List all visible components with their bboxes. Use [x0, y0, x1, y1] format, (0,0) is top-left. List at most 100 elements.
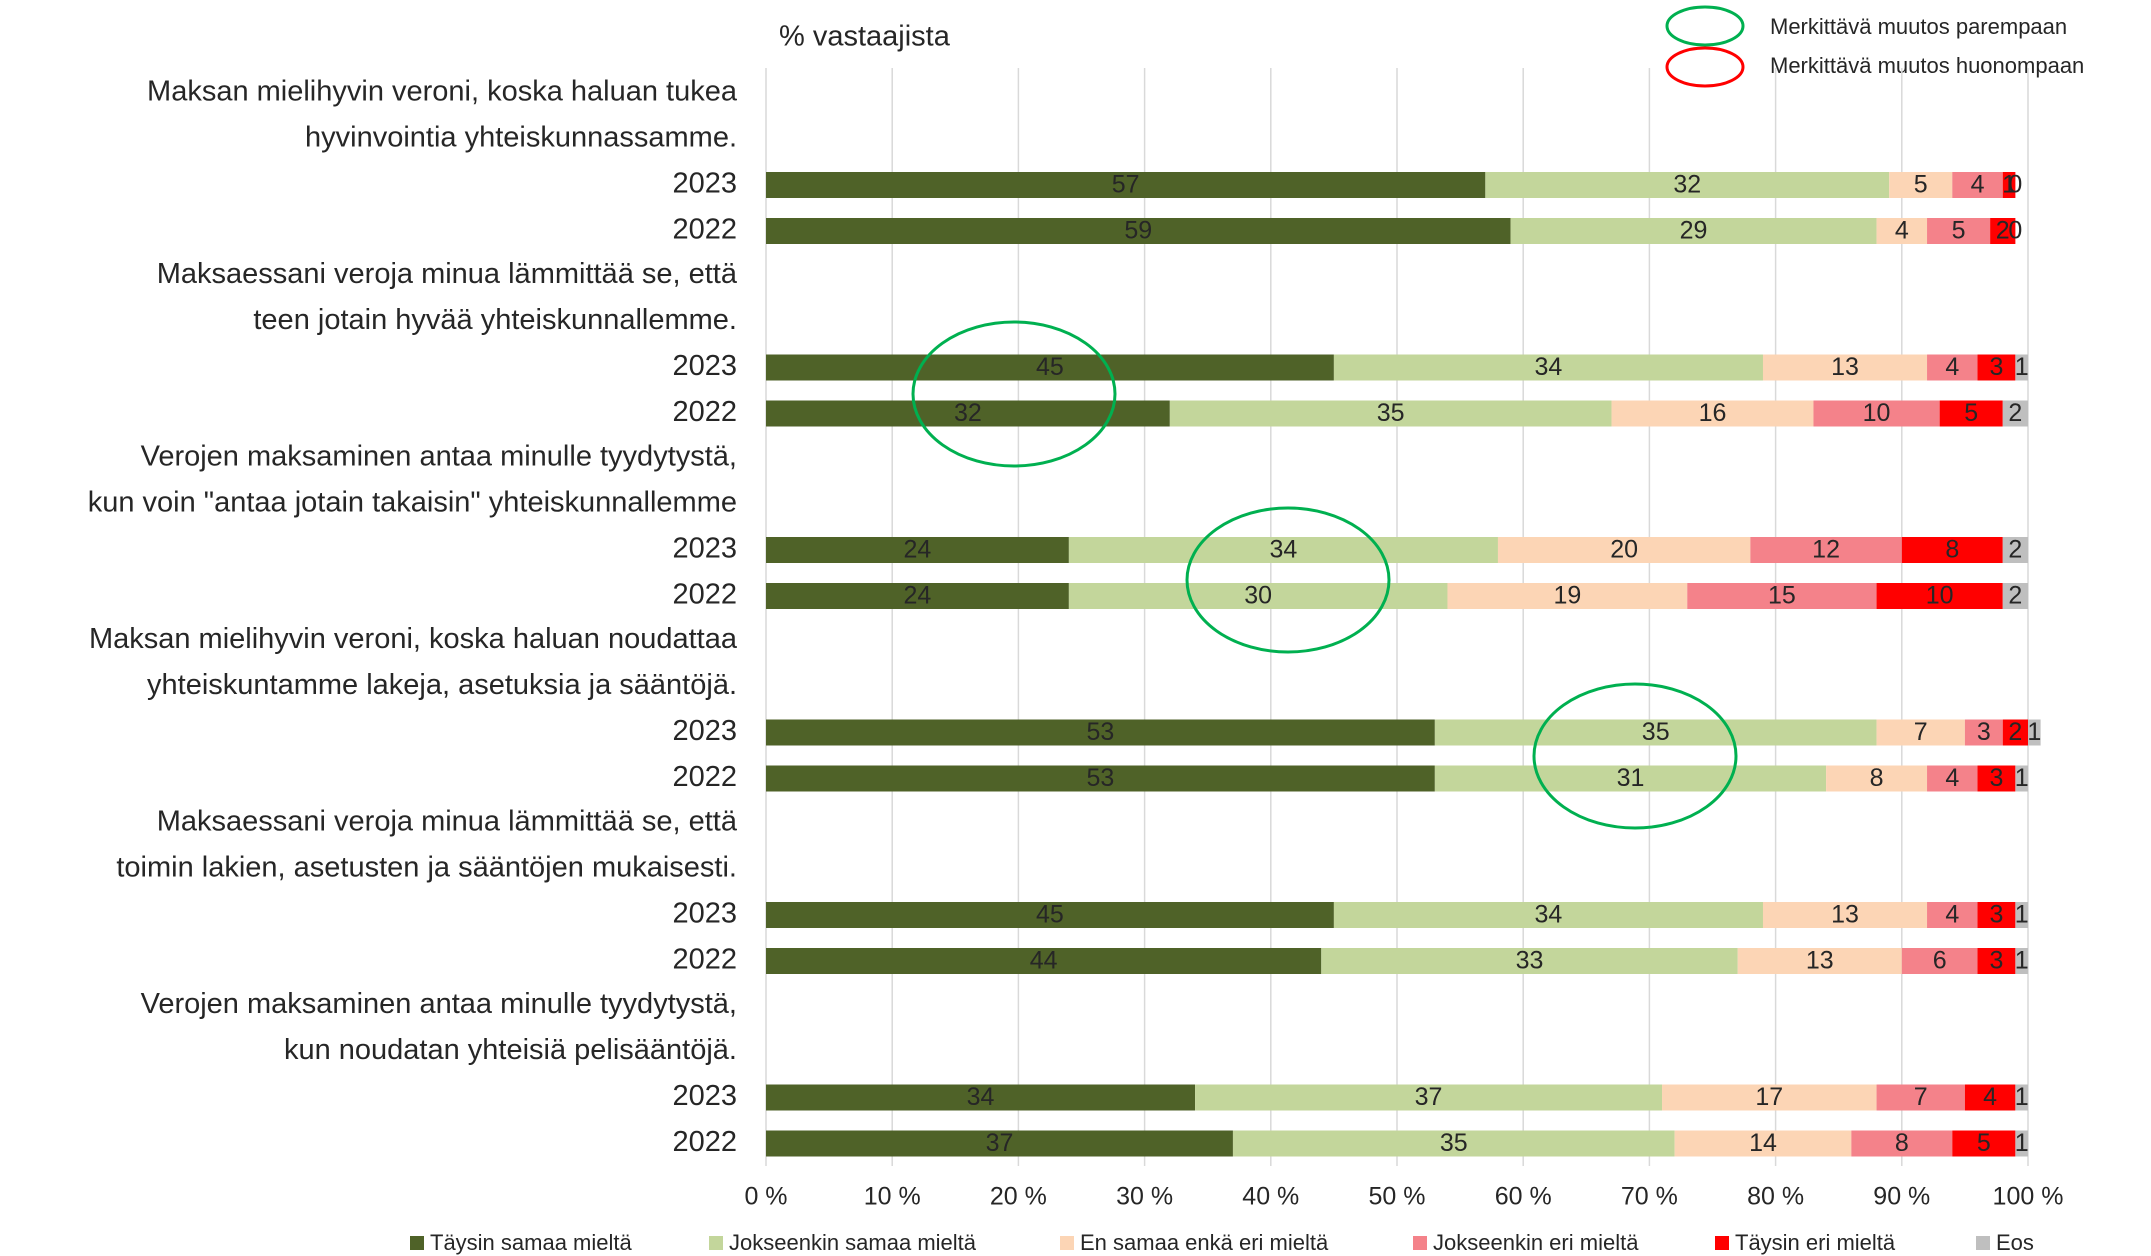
data-label: 12 [1812, 536, 1840, 564]
bar-segment [1964, 1084, 2016, 1111]
bar-segment [1964, 719, 2003, 746]
group-label: Maksaessani veroja minua lämmittää se, e… [157, 258, 738, 290]
annotation: Merkittävä muutos huonompaan [1770, 53, 2084, 78]
data-label: 32 [1673, 171, 1701, 199]
group-label: hyvinvointia yhteiskunnassamme. [305, 122, 737, 154]
data-label: 1 [2015, 764, 2029, 792]
data-label: 1 [2027, 718, 2041, 746]
legend-label: Eos [1996, 1230, 2034, 1255]
bar-segment [766, 1130, 1233, 1157]
bar-segment [766, 400, 1170, 427]
group-label: toimin lakien, asetusten ja sääntöjen mu… [116, 852, 737, 884]
legend-ellipse-red [1665, 46, 1745, 88]
bar-segment [2015, 354, 2028, 381]
x-tick-label: 100 % [1993, 1183, 2064, 1211]
bar-segment [1952, 1130, 2016, 1157]
bar-segment [1687, 583, 1877, 609]
data-label: 1 [2002, 171, 2016, 199]
group-label: Verojen maksaminen antaa minulle tyydyty… [141, 988, 737, 1020]
bar-segment [1927, 902, 1978, 928]
data-label: 37 [986, 1129, 1014, 1157]
bar-segment [1876, 218, 1928, 244]
data-label: 3 [1989, 353, 2003, 381]
bar-segment [1876, 719, 1965, 746]
y-tick-label: 2022 [672, 944, 737, 976]
bar-segment [1901, 948, 1978, 974]
data-label: 5 [1914, 171, 1928, 199]
group-label: Maksan mielihyvin veroni, koska haluan n… [89, 623, 738, 655]
legend-label: Täysin eri mieltä [1735, 1230, 1896, 1255]
data-label: 2 [2008, 536, 2022, 564]
data-label: 1 [2015, 901, 2029, 929]
legend-swatch [410, 1236, 424, 1250]
bar-segment [1750, 537, 1902, 563]
data-label: 6 [1933, 947, 1947, 975]
bar-segment [1977, 354, 2016, 381]
data-label: 20 [1610, 536, 1638, 564]
bar-segment [766, 218, 1511, 244]
legend-label: Jokseenkin eri mieltä [1433, 1230, 1639, 1255]
data-label: 14 [1749, 1129, 1777, 1157]
x-tick-label: 60 % [1495, 1183, 1552, 1211]
data-label: 7 [1914, 718, 1928, 746]
bar-segment [766, 583, 1069, 609]
bar-segment [2002, 719, 2028, 746]
bar-segment [766, 765, 1435, 792]
bar-segment [1762, 354, 1928, 381]
legend-label: Täysin samaa mieltä [430, 1230, 633, 1255]
group-label: yhteiskuntamme lakeja, asetuksia ja sään… [147, 669, 737, 701]
bar-segment [2002, 400, 2028, 427]
data-label: 0 [2008, 171, 2022, 199]
bar-segment [2015, 948, 2028, 974]
bar-segment [1826, 765, 1928, 792]
data-label: 45 [1036, 901, 1064, 929]
data-label: 5 [1977, 1129, 1991, 1157]
bar-segment [1169, 400, 1612, 427]
bar-segment [2002, 537, 2028, 563]
bar-segment [2015, 902, 2028, 928]
bar-segment [2002, 172, 2016, 198]
data-label: 37 [1415, 1083, 1443, 1111]
bar-segment [1068, 537, 1498, 563]
data-label: 8 [1870, 764, 1884, 792]
bar-segment [1195, 1084, 1663, 1111]
bar-segment [1977, 765, 2016, 792]
data-label: 4 [1895, 217, 1909, 245]
bar-segment [1901, 537, 2003, 563]
y-tick-label: 2023 [672, 898, 737, 930]
bar-segment [1497, 537, 1751, 563]
data-label: 32 [954, 399, 982, 427]
bar-segment [766, 719, 1435, 746]
y-tick-label: 2022 [672, 214, 737, 246]
bar-segment [2015, 1084, 2028, 1111]
bar-segment [1889, 172, 1953, 198]
data-label: 2 [2008, 399, 2022, 427]
highlight-ellipse [911, 320, 1117, 468]
group-label: Maksan mielihyvin veroni, koska haluan t… [147, 76, 738, 108]
data-label: 2 [2008, 718, 2022, 746]
legend-label: En samaa enkä eri mieltä [1080, 1230, 1329, 1255]
data-label: 34 [1535, 901, 1563, 929]
y-tick-label: 2023 [672, 168, 737, 200]
bar-segment [2015, 1130, 2028, 1157]
bar-segment [1813, 400, 1940, 427]
group-label: kun noudatan yhteisiä pelisääntöjä. [284, 1034, 737, 1066]
bar-segment [1977, 948, 2016, 974]
y-tick-label: 2022 [672, 761, 737, 793]
bar-segment [1434, 765, 1827, 792]
x-tick-label: 90 % [1873, 1183, 1930, 1211]
bar-segment [1927, 218, 1991, 244]
bar-segment [1762, 902, 1928, 928]
data-label: 2 [1996, 217, 2010, 245]
data-label: 19 [1553, 582, 1581, 610]
legend-swatch [1715, 1236, 1729, 1250]
data-label: 33 [1516, 947, 1544, 975]
highlight-ellipse [1185, 506, 1391, 654]
data-label: 8 [1945, 536, 1959, 564]
bar-segment [1939, 400, 2003, 427]
data-label: 10 [1863, 399, 1891, 427]
data-label: 7 [1914, 1083, 1928, 1111]
data-label: 3 [1989, 947, 2003, 975]
x-tick-label: 80 % [1747, 1183, 1804, 1211]
bar-segment [1674, 1130, 1852, 1157]
